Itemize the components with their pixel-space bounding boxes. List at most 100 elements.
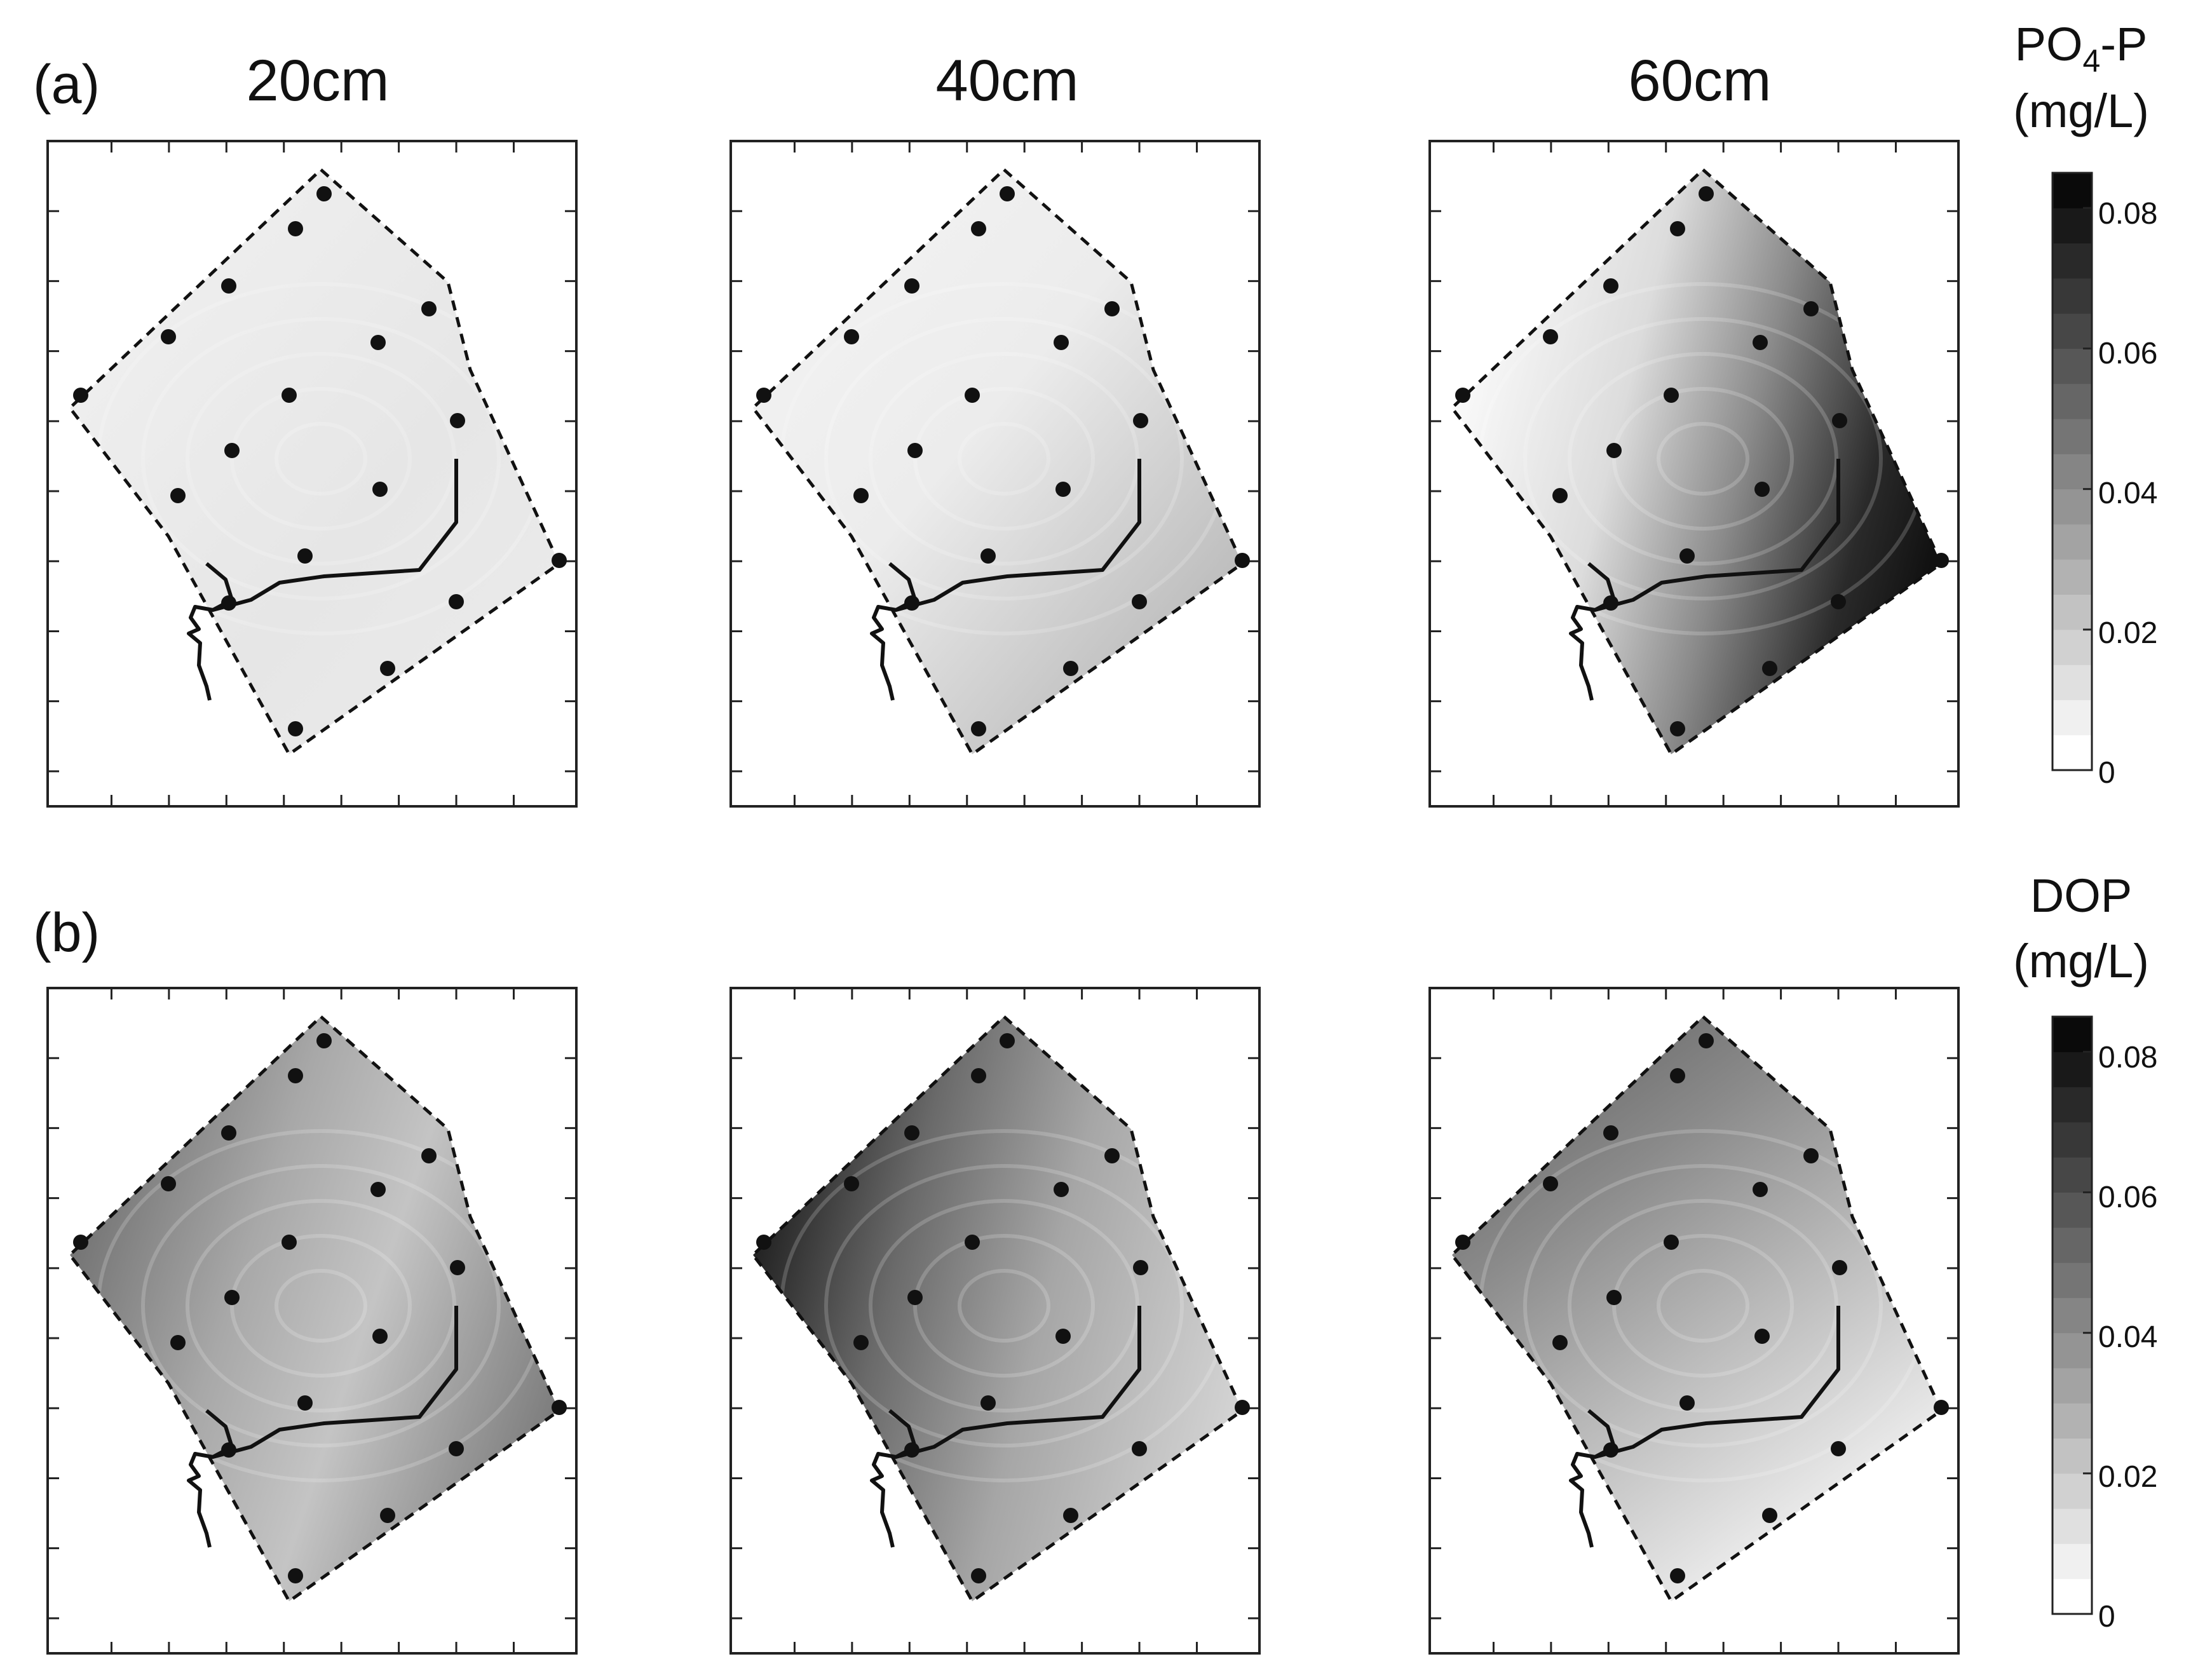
stream-line <box>187 1306 458 1548</box>
sampling-point <box>1603 1125 1618 1141</box>
sampling-point <box>1132 1441 1147 1456</box>
colorbar-dop <box>2051 1015 2093 1615</box>
panel-ticks <box>1430 141 1958 806</box>
sampling-point <box>221 278 236 294</box>
colorbar-po4p-tick: 0 <box>2098 756 2115 790</box>
sampling-point <box>844 1176 859 1191</box>
colorbar-level <box>2052 629 2092 665</box>
sampling-point <box>1803 1148 1819 1163</box>
colorbar-po4p-tick: 0.08 <box>2098 197 2157 231</box>
map-panel-b-d60 <box>1428 987 1960 1655</box>
colorbar-level <box>2052 1297 2092 1334</box>
sampling-point <box>904 1125 919 1141</box>
contour-fill <box>70 1017 559 1601</box>
sampling-point <box>1831 1441 1846 1456</box>
sampling-point <box>1754 482 1770 497</box>
sampling-point <box>853 488 869 503</box>
row-label-a: (a) <box>33 54 100 115</box>
sampling-point <box>1055 1329 1071 1344</box>
colorbar-level <box>2052 1332 2092 1369</box>
panel-frame <box>729 987 1261 1655</box>
sampling-point <box>1132 594 1147 609</box>
colorbar-level <box>2052 208 2092 244</box>
colorbar-level <box>2052 1157 2092 1193</box>
sampling-point <box>282 388 297 403</box>
site-boundary <box>1449 167 1944 757</box>
sampling-point <box>1104 1148 1120 1163</box>
sampling-point <box>73 388 88 403</box>
sampling-point <box>1603 278 1618 294</box>
sampling-point <box>552 1400 567 1415</box>
sampling-point <box>552 553 567 568</box>
map-panel-b-d40 <box>729 987 1261 1655</box>
sampling-point <box>1934 1400 1949 1415</box>
sampling-point <box>844 329 859 344</box>
legend-unit-po4p: (mg/L) <box>2013 85 2149 137</box>
map-panels <box>46 140 1960 1655</box>
sampling-point <box>1054 1182 1069 1197</box>
contour-fill <box>753 170 1242 754</box>
sampling-point <box>904 595 919 611</box>
sampling-point <box>1133 413 1148 428</box>
sampling-point <box>1063 1508 1078 1523</box>
sampling-point <box>1664 388 1679 403</box>
colorbar-level <box>2052 1438 2092 1474</box>
panel-ticks <box>48 141 576 806</box>
column-header-40cm: 40cm <box>936 48 1079 113</box>
contour-fill <box>1452 1017 1941 1601</box>
contour-fill <box>753 1017 1242 1601</box>
colorbar-level <box>2052 1403 2092 1439</box>
sampling-points <box>756 186 1250 736</box>
sampling-point <box>1831 594 1846 609</box>
sampling-point <box>1543 1176 1558 1191</box>
sampling-point <box>904 278 919 294</box>
sampling-point <box>1603 595 1618 611</box>
panel-frame <box>1428 140 1960 808</box>
sampling-point <box>1606 443 1622 458</box>
colorbar-po4p-tick: 0.02 <box>2098 616 2157 650</box>
sampling-point <box>904 1442 919 1458</box>
sampling-point <box>288 1568 303 1583</box>
sampling-point <box>756 388 771 403</box>
sampling-point <box>1552 488 1568 503</box>
colorbar-level <box>2052 278 2092 314</box>
sampling-point <box>288 221 303 236</box>
stream-line <box>1569 1306 1840 1548</box>
colorbar-level <box>2052 1508 2092 1544</box>
stream-line <box>1569 459 1840 701</box>
colorbar-frame <box>2051 1015 2093 1615</box>
sampling-point <box>1934 553 1949 568</box>
sampling-point <box>221 595 236 611</box>
panel-ticks <box>731 141 1259 806</box>
row-label-b: (b) <box>33 902 100 963</box>
site-boundary <box>750 167 1245 757</box>
sampling-point <box>1606 1290 1622 1305</box>
sampling-point <box>1235 1400 1250 1415</box>
stream-line <box>187 459 458 701</box>
sampling-point <box>161 1176 176 1191</box>
stream-line <box>870 459 1141 701</box>
panel-frame <box>46 987 578 1655</box>
sampling-points <box>73 186 567 736</box>
legend-title-po4p: PO4-P <box>2015 18 2148 79</box>
colorbar-dop-tick: 0.04 <box>2098 1320 2157 1354</box>
colorbar-level <box>2052 594 2092 630</box>
panel-frame <box>729 140 1261 808</box>
colorbar-level <box>2052 313 2092 349</box>
sampling-point <box>1133 1260 1148 1275</box>
colorbar-level <box>2052 1473 2092 1509</box>
sampling-point <box>221 1125 236 1141</box>
colorbar-level <box>2052 489 2092 525</box>
sampling-point <box>971 1568 986 1583</box>
sampling-point <box>1699 1033 1714 1048</box>
sampling-point <box>980 1395 996 1411</box>
colorbar-level <box>2052 700 2092 736</box>
sampling-point <box>449 1441 464 1456</box>
sampling-points <box>756 1033 1250 1583</box>
colorbar-level <box>2052 419 2092 454</box>
sampling-point <box>73 1235 88 1250</box>
colorbar-level <box>2052 559 2092 595</box>
sampling-point <box>1679 548 1695 564</box>
sampling-point <box>1679 1395 1695 1411</box>
colorbar-level <box>2052 524 2092 560</box>
